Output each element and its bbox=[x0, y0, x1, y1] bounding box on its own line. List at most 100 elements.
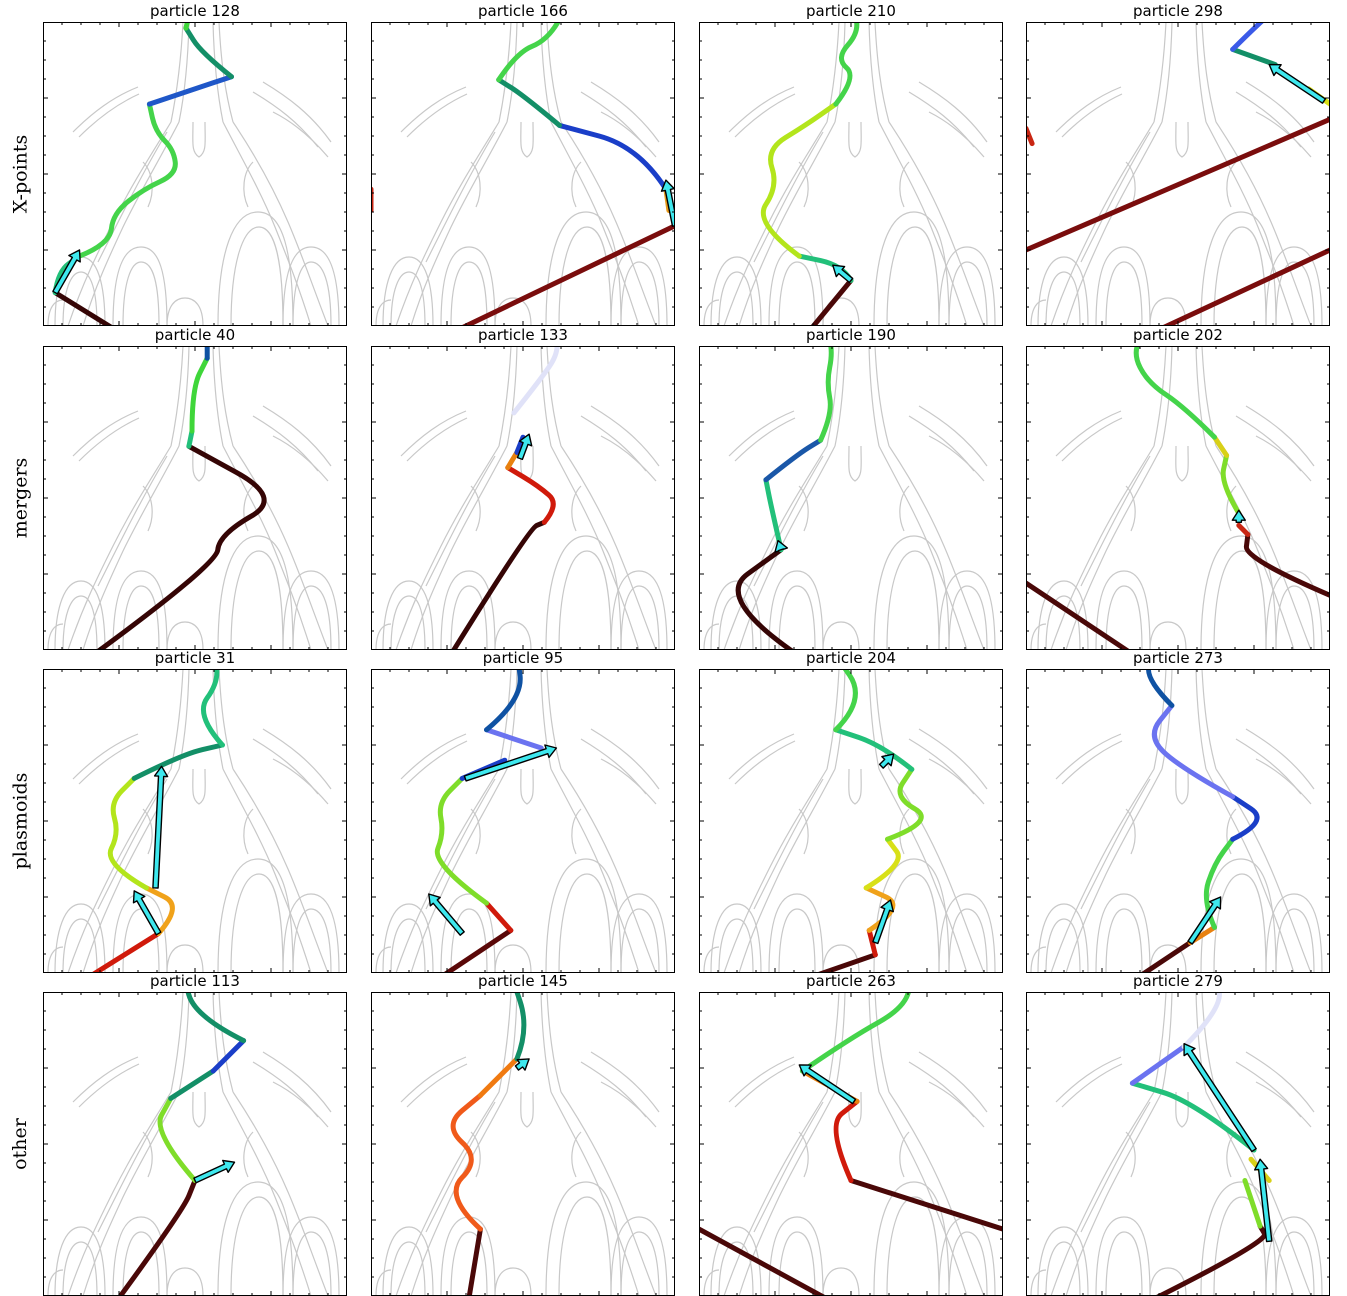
trajectory-panel bbox=[1026, 669, 1330, 973]
panel-title: particle 166 bbox=[371, 2, 675, 20]
trajectory-panel bbox=[699, 669, 1003, 973]
trajectory-panel bbox=[371, 22, 675, 326]
panel-title: particle 95 bbox=[371, 649, 675, 667]
trajectory-segment bbox=[1184, 992, 1219, 1047]
panel-plot bbox=[699, 346, 1003, 650]
trajectory-arrow bbox=[662, 180, 676, 226]
panel-plot bbox=[1026, 992, 1330, 1296]
background-contours bbox=[1031, 346, 1322, 650]
trajectory-panel bbox=[371, 346, 675, 650]
panel-title: particle 128 bbox=[43, 2, 347, 20]
trajectory-segment bbox=[766, 480, 781, 550]
trajectory-segment bbox=[1148, 1226, 1265, 1296]
trajectory-segment bbox=[1233, 49, 1276, 64]
background-contours bbox=[376, 22, 667, 326]
background-contours bbox=[376, 669, 667, 973]
trajectory-panel bbox=[1026, 22, 1330, 326]
trajectory-segment bbox=[1026, 583, 1135, 650]
panel-title: particle 190 bbox=[699, 326, 1003, 344]
panel-plot bbox=[699, 22, 1003, 326]
trajectory-segment bbox=[487, 669, 521, 730]
panel-plot bbox=[43, 346, 347, 650]
background-contours bbox=[704, 346, 995, 650]
panel-frame bbox=[372, 347, 675, 650]
panel-plot bbox=[43, 992, 347, 1296]
trajectory-arrow bbox=[153, 766, 168, 888]
trajectory-arrow bbox=[1232, 510, 1245, 522]
trajectory-segment bbox=[738, 550, 799, 650]
row-label: plasmoids bbox=[0, 669, 40, 973]
panel-frame bbox=[44, 993, 347, 1296]
trajectory-arrow bbox=[799, 1065, 855, 1104]
trajectory-segment bbox=[1135, 943, 1190, 973]
trajectory-segment bbox=[192, 358, 207, 431]
panel-plot bbox=[1026, 346, 1330, 650]
panel-plot bbox=[699, 669, 1003, 973]
trajectory-panel bbox=[43, 669, 347, 973]
trajectory-segment bbox=[80, 104, 176, 256]
trajectory-segment bbox=[560, 125, 666, 189]
panel-plot bbox=[43, 22, 347, 326]
trajectory-segment bbox=[805, 955, 875, 973]
trajectory-panel bbox=[1026, 346, 1330, 650]
trajectory-segment bbox=[437, 778, 486, 903]
panel-frame bbox=[1027, 670, 1330, 973]
trajectory-arrow bbox=[134, 891, 161, 935]
panel-title: particle 279 bbox=[1026, 972, 1330, 990]
panel-frame bbox=[1027, 993, 1330, 1296]
trajectory-segment bbox=[450, 522, 544, 650]
trajectory-panel bbox=[371, 992, 675, 1296]
trajectory-segment bbox=[1132, 1047, 1184, 1084]
trajectory-segment bbox=[1154, 706, 1232, 797]
trajectory-panel bbox=[1026, 992, 1330, 1296]
trajectory-segment bbox=[1026, 119, 1330, 250]
trajectory-segment bbox=[480, 1059, 517, 1096]
trajectory-segment bbox=[866, 839, 898, 888]
panel-plot bbox=[371, 992, 675, 1296]
panel-title: particle 204 bbox=[699, 649, 1003, 667]
panel-plot bbox=[1026, 669, 1330, 973]
trajectory-panel bbox=[371, 669, 675, 973]
panel-frame bbox=[372, 23, 675, 326]
trajectory-panel bbox=[43, 22, 347, 326]
panel-plot bbox=[371, 22, 675, 326]
panel-frame bbox=[1027, 23, 1330, 326]
trajectory-segment bbox=[1154, 250, 1330, 326]
panel-frame bbox=[44, 23, 347, 326]
panel-title: particle 113 bbox=[43, 972, 347, 990]
trajectory-segment bbox=[55, 293, 119, 326]
trajectory-segment bbox=[1245, 1181, 1260, 1227]
trajectory-segment bbox=[888, 769, 922, 839]
trajectory-segment bbox=[171, 1071, 214, 1098]
trajectory-segment bbox=[511, 992, 524, 1059]
trajectory-panel bbox=[699, 992, 1003, 1296]
trajectory-segment bbox=[1223, 455, 1239, 513]
trajectory-segment bbox=[186, 28, 232, 77]
panel-title: particle 145 bbox=[371, 972, 675, 990]
row-label-text: plasmoids bbox=[9, 773, 31, 870]
trajectory-segment bbox=[116, 1181, 195, 1296]
trajectory-segment bbox=[1246, 535, 1330, 596]
panel-title: particle 202 bbox=[1026, 326, 1330, 344]
panel-title: particle 40 bbox=[43, 326, 347, 344]
background-contours bbox=[376, 346, 667, 650]
trajectory-panel bbox=[43, 346, 347, 650]
trajectory-segment bbox=[110, 778, 146, 888]
panel-plot bbox=[371, 669, 675, 973]
row-label-text: other bbox=[9, 1118, 31, 1170]
trajectory-segment bbox=[487, 730, 542, 748]
panel-plot bbox=[371, 346, 675, 650]
trajectory-segment bbox=[1239, 525, 1248, 534]
trajectory-arrow bbox=[880, 754, 894, 768]
panel-title: particle 298 bbox=[1026, 2, 1330, 20]
background-contours bbox=[48, 669, 339, 973]
trajectory-segment bbox=[468, 1229, 480, 1296]
panel-title: particle 133 bbox=[371, 326, 675, 344]
trajectory-segment bbox=[836, 1101, 857, 1180]
row-label: X-points bbox=[0, 22, 40, 326]
background-contours bbox=[1031, 992, 1322, 1296]
panel-frame bbox=[44, 670, 347, 973]
background-contours bbox=[48, 22, 339, 326]
trajectory-segment bbox=[763, 104, 835, 256]
trajectory-segment bbox=[1149, 669, 1172, 706]
